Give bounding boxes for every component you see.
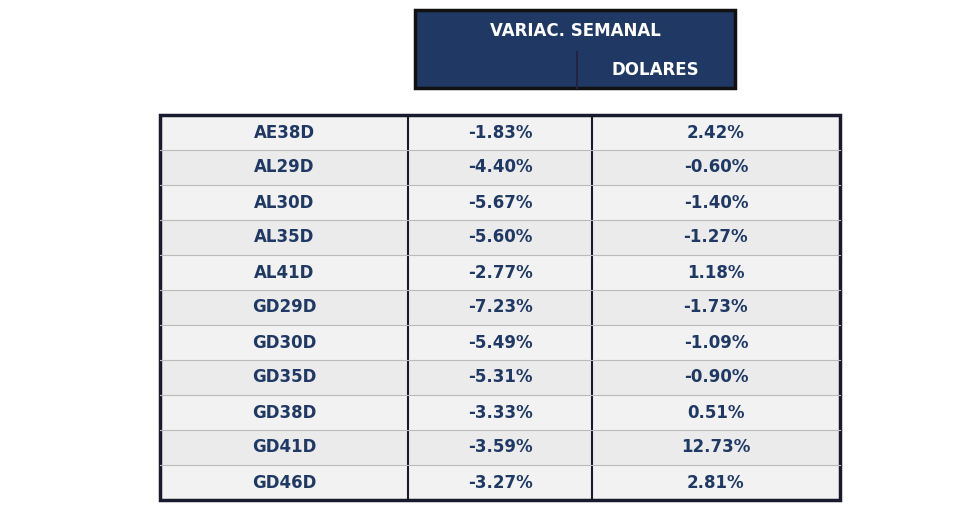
Text: -7.23%: -7.23% [467,299,532,317]
Text: -5.67%: -5.67% [467,193,532,211]
Text: GD29D: GD29D [252,299,317,317]
Text: 2.81%: 2.81% [687,473,745,491]
Text: -3.27%: -3.27% [467,473,532,491]
Text: GD35D: GD35D [252,368,317,386]
Bar [160,150,840,185]
Text: 0.51%: 0.51% [687,404,745,422]
Bar [160,290,840,325]
Text: -1.73%: -1.73% [684,299,748,317]
Text: -2.77%: -2.77% [467,264,532,282]
Text: -1.09%: -1.09% [684,333,748,351]
Text: -0.90%: -0.90% [684,368,748,386]
Text: GD41D: GD41D [252,439,317,457]
Text: -5.49%: -5.49% [467,333,532,351]
Text: DOLARES: DOLARES [612,61,700,79]
Text: GD30D: GD30D [252,333,317,351]
Bar [415,10,735,52]
Text: -3.33%: -3.33% [467,404,532,422]
Bar [160,360,840,395]
Bar [160,255,840,290]
Text: AL29D: AL29D [254,159,315,176]
Text: AE38D: AE38D [254,124,315,142]
Text: PESOS: PESOS [880,61,942,79]
Text: 1.18%: 1.18% [687,264,745,282]
Text: 2.42%: 2.42% [687,124,745,142]
Text: VARIAC. SEMANAL: VARIAC. SEMANAL [490,22,661,40]
Text: -1.40%: -1.40% [684,193,748,211]
Text: -5.60%: -5.60% [467,228,532,247]
Text: AL35D: AL35D [254,228,315,247]
Text: -4.40%: -4.40% [467,159,532,176]
Bar [160,115,840,500]
Bar [160,185,840,220]
Text: -1.83%: -1.83% [467,124,532,142]
Text: AL30D: AL30D [254,193,315,211]
Bar [160,395,840,430]
Bar [415,10,735,88]
Bar [160,325,840,360]
Text: -3.59%: -3.59% [467,439,532,457]
Text: -1.27%: -1.27% [684,228,748,247]
Bar [160,465,840,500]
Text: -5.31%: -5.31% [467,368,532,386]
Text: GD38D: GD38D [252,404,317,422]
Text: -0.60%: -0.60% [684,159,748,176]
Text: 12.73%: 12.73% [681,439,751,457]
Bar [160,220,840,255]
Bar [160,115,840,150]
Text: AL41D: AL41D [254,264,315,282]
Text: GD46D: GD46D [252,473,317,491]
Bar [160,430,840,465]
Bar [415,52,735,88]
